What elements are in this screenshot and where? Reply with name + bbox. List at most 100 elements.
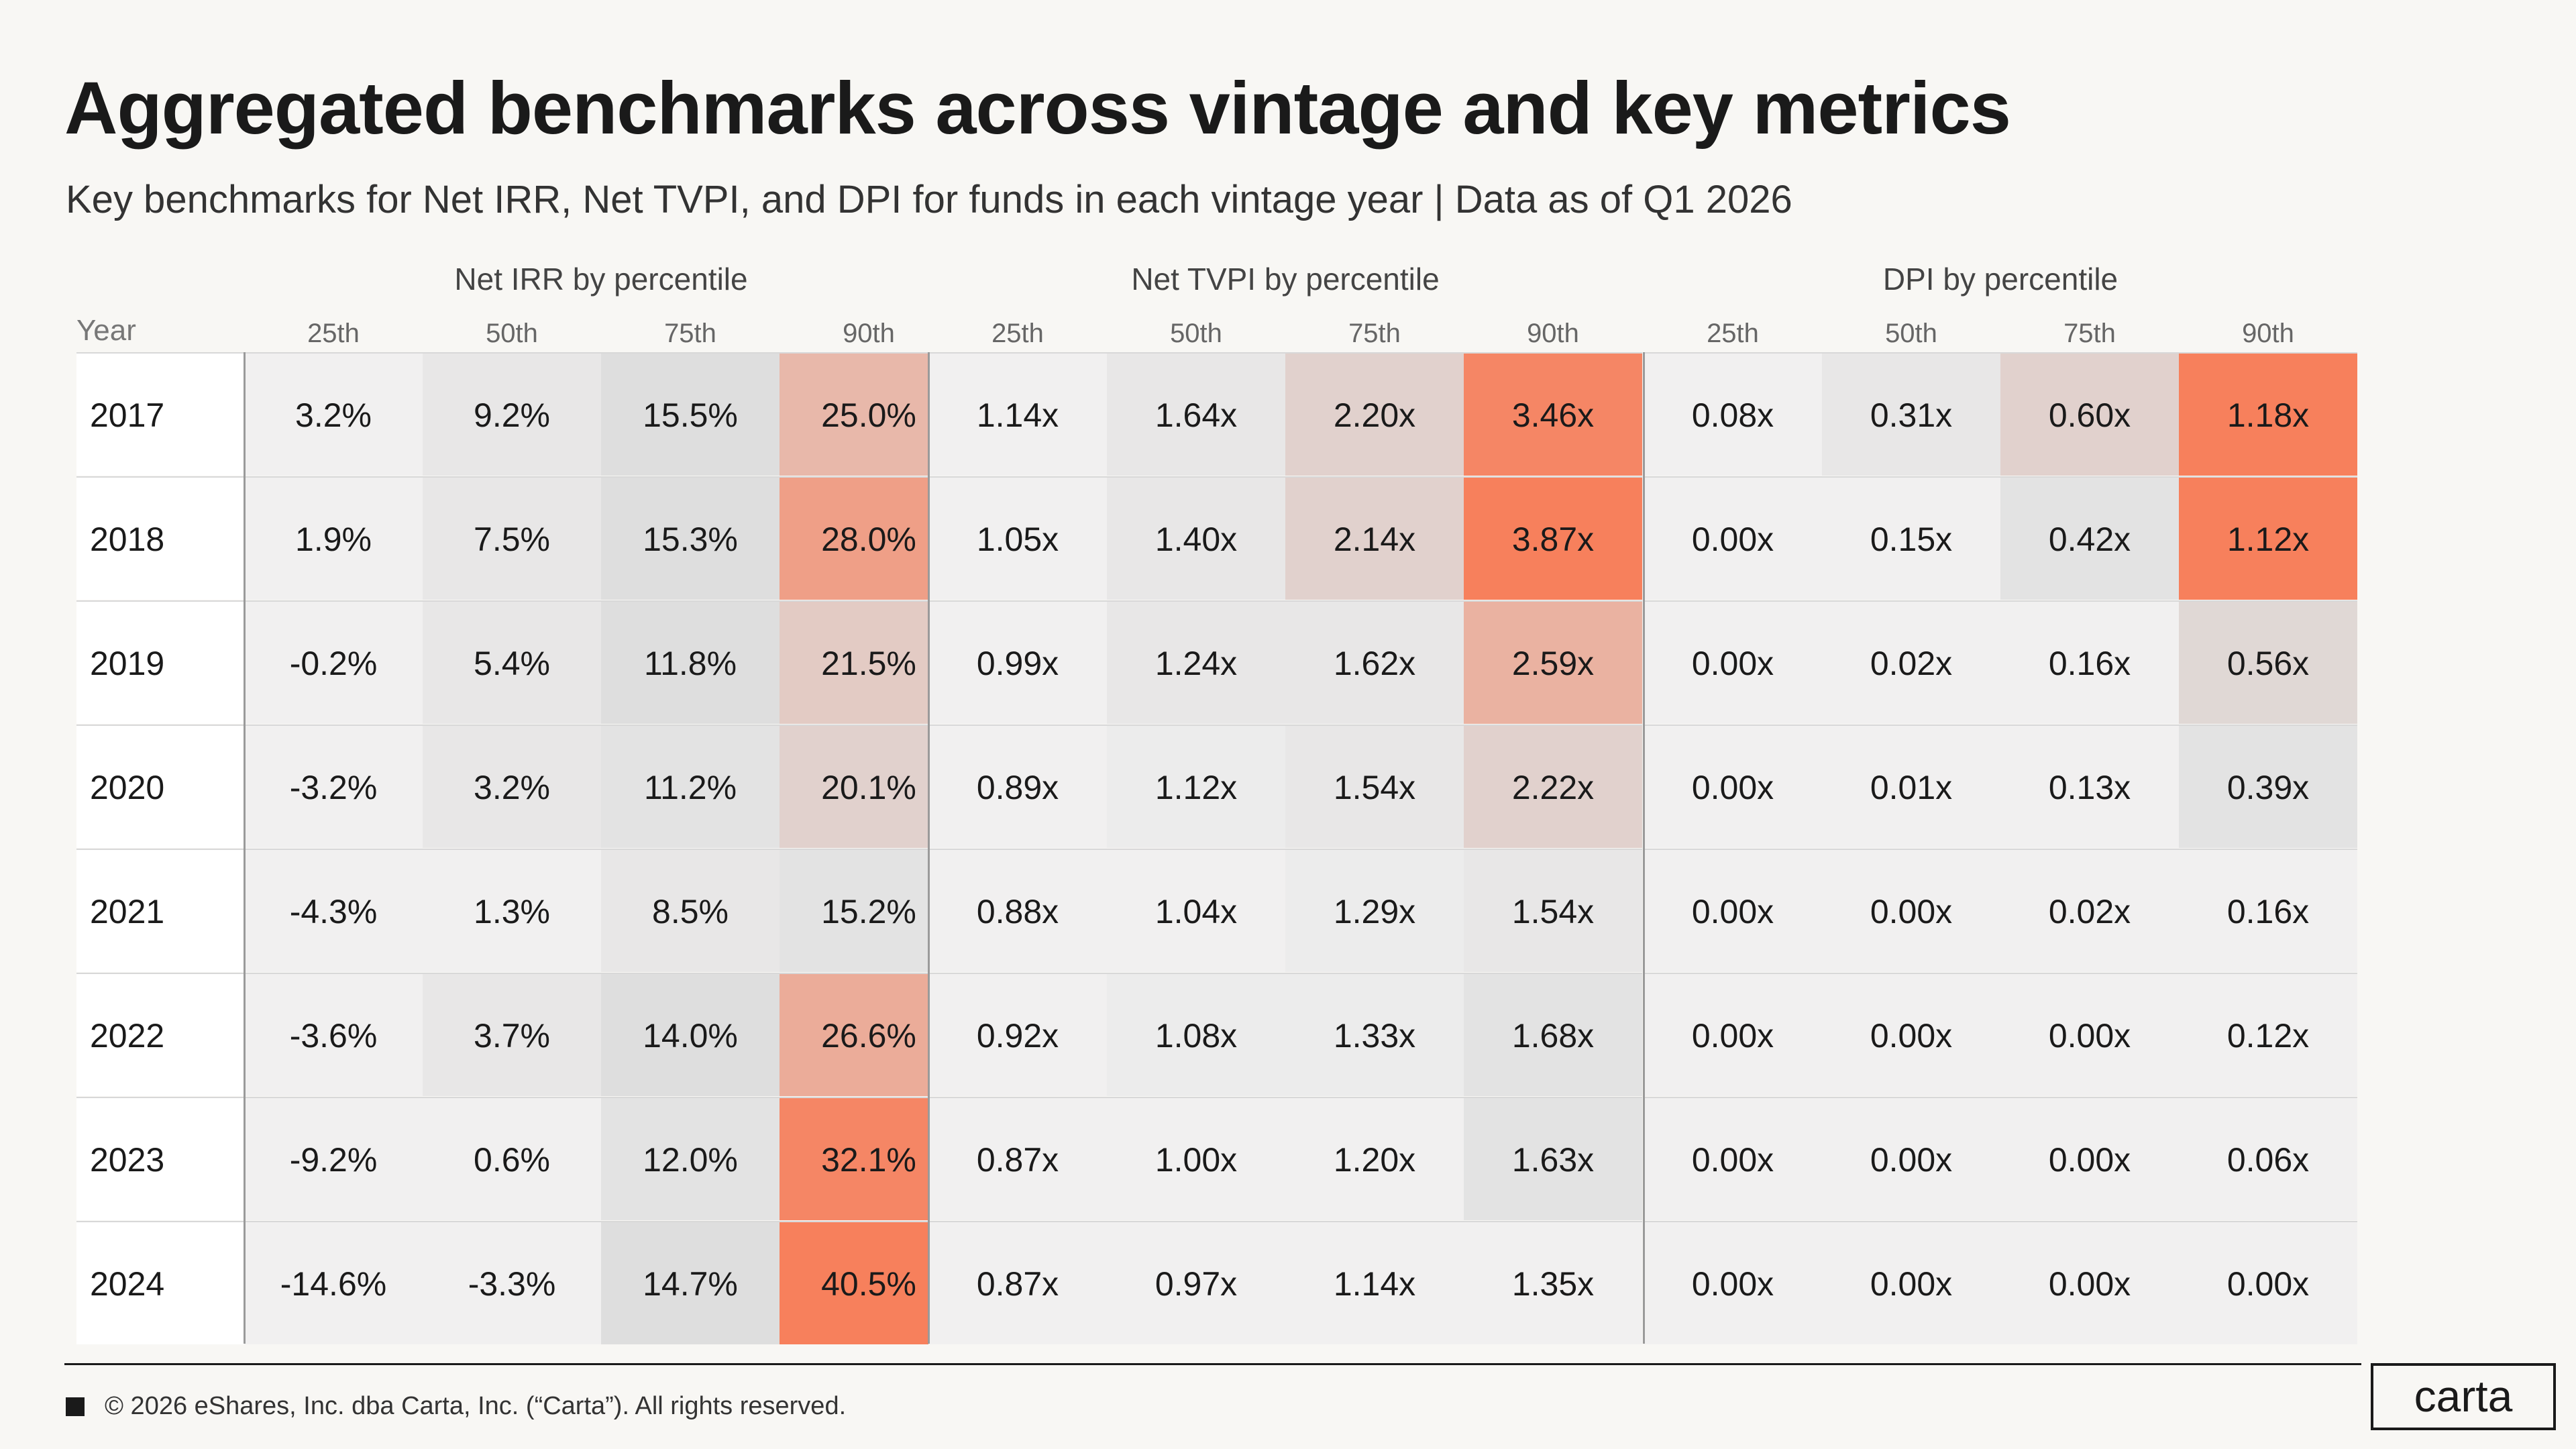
table-cell: 8.5% [601, 849, 780, 972]
table-cell: 2.14x [1285, 476, 1464, 600]
table-cell: -14.6% [244, 1221, 423, 1344]
table-cell: 0.87x [928, 1221, 1107, 1344]
group-header: DPI by percentile [1882, 262, 2118, 297]
table-cell: 14.0% [601, 973, 780, 1096]
divider-year [244, 352, 246, 1344]
table-cell: 1.54x [1464, 849, 1642, 972]
table-cell: 0.00x [1644, 724, 1822, 848]
table-cell: 1.3% [423, 849, 601, 972]
column-header: 90th [2242, 319, 2294, 348]
table-cell: 2.20x [1285, 352, 1464, 476]
table-cell: 11.8% [601, 600, 780, 724]
table-cell: 0.00x [1822, 849, 2000, 972]
table-cell: -9.2% [244, 1097, 423, 1220]
year-cell: 2023 [76, 1097, 244, 1220]
column-header: 50th [1170, 319, 1222, 348]
footer-square-icon [66, 1397, 85, 1416]
column-header: 25th [991, 319, 1044, 348]
table-cell: 1.54x [1285, 724, 1464, 848]
table-cell: 1.9% [244, 476, 423, 600]
table-cell: 0.00x [1644, 476, 1822, 600]
table-cell: 0.00x [1644, 1221, 1822, 1344]
table-cell: 12.0% [601, 1097, 780, 1220]
chart-title: Aggregated benchmarks across vintage and… [64, 67, 2011, 150]
table-cell: 0.88x [928, 849, 1107, 972]
table-cell: 1.14x [928, 352, 1107, 476]
table-cell: 0.00x [2000, 1221, 2179, 1344]
table-cell: 3.87x [1464, 476, 1642, 600]
table-cell: 0.92x [928, 973, 1107, 1096]
year-cell: 2018 [76, 476, 244, 600]
year-cell: 2020 [76, 724, 244, 848]
table-cell: 2.22x [1464, 724, 1642, 848]
table-cell: 0.00x [1822, 973, 2000, 1096]
table-cell: 0.16x [2179, 849, 2357, 972]
table-cell: 0.97x [1107, 1221, 1285, 1344]
table-cell: 1.29x [1285, 849, 1464, 972]
table-cell: 0.00x [1644, 849, 1822, 972]
table-cell: 1.18x [2179, 352, 2357, 476]
table-cell: 1.12x [2179, 476, 2357, 600]
column-header: 90th [843, 319, 895, 348]
divider-irr-tvpi [928, 352, 930, 1344]
table-cell: -4.3% [244, 849, 423, 972]
table-cell: 0.01x [1822, 724, 2000, 848]
table-cell: 1.20x [1285, 1097, 1464, 1220]
year-cell: 2024 [76, 1221, 244, 1344]
table-cell: 0.02x [2000, 849, 2179, 972]
table-cell: 3.46x [1464, 352, 1642, 476]
table-cell: 15.3% [601, 476, 780, 600]
table-cell: 0.15x [1822, 476, 2000, 600]
year-cell: 2021 [76, 849, 244, 972]
table-cell: 0.16x [2000, 600, 2179, 724]
group-header: Net TVPI by percentile [1131, 262, 1440, 297]
table-cell: 0.31x [1822, 352, 2000, 476]
table-cell: 0.00x [1644, 600, 1822, 724]
table-cell: 0.02x [1822, 600, 2000, 724]
table-cell: 0.99x [928, 600, 1107, 724]
divider-tvpi-dpi [1643, 352, 1645, 1344]
carta-logo: carta [2371, 1363, 2556, 1430]
table-cell: -3.3% [423, 1221, 601, 1344]
table-cell: 0.06x [2179, 1097, 2357, 1220]
table-cell: 1.35x [1464, 1221, 1642, 1344]
copyright-text: © 2026 eShares, Inc. dba Carta, Inc. (“C… [105, 1392, 847, 1420]
table-cell: 0.13x [2000, 724, 2179, 848]
table-cell: 2.59x [1464, 600, 1642, 724]
table-cell: 0.00x [2179, 1221, 2357, 1344]
table-cell: 5.4% [423, 600, 601, 724]
year-cell: 2017 [76, 352, 244, 476]
table-cell: 0.42x [2000, 476, 2179, 600]
chart-subtitle: Key benchmarks for Net IRR, Net TVPI, an… [66, 178, 1792, 221]
column-header: 75th [2063, 319, 2116, 348]
column-header: 90th [1527, 319, 1579, 348]
table-cell: 0.08x [1644, 352, 1822, 476]
table-cell: 3.2% [423, 724, 601, 848]
column-header: 50th [1885, 319, 1937, 348]
table-cell: 3.2% [244, 352, 423, 476]
table-cell: 15.5% [601, 352, 780, 476]
table-cell: 1.14x [1285, 1221, 1464, 1344]
table-cell: 0.00x [2000, 1097, 2179, 1220]
year-column-header: Year [76, 314, 136, 347]
group-header: Net IRR by percentile [454, 262, 748, 297]
table-cell: 0.00x [1644, 1097, 1822, 1220]
table-cell: 1.04x [1107, 849, 1285, 972]
table-cell: 1.12x [1107, 724, 1285, 848]
table-cell: 1.33x [1285, 973, 1464, 1096]
column-header: 25th [1707, 319, 1759, 348]
table-cell: 0.00x [1822, 1221, 2000, 1344]
table-cell: 0.56x [2179, 600, 2357, 724]
year-cell: 2022 [76, 973, 244, 1096]
column-header: 25th [307, 319, 360, 348]
table-cell: 1.05x [928, 476, 1107, 600]
column-header: 75th [664, 319, 716, 348]
table-cell: 1.62x [1285, 600, 1464, 724]
year-cell: 2019 [76, 600, 244, 724]
table-cell: 0.89x [928, 724, 1107, 848]
table-cell: -0.2% [244, 600, 423, 724]
table-cell: 0.87x [928, 1097, 1107, 1220]
table-cell: 14.7% [601, 1221, 780, 1344]
table-cell: 0.39x [2179, 724, 2357, 848]
table-cell: 1.68x [1464, 973, 1642, 1096]
